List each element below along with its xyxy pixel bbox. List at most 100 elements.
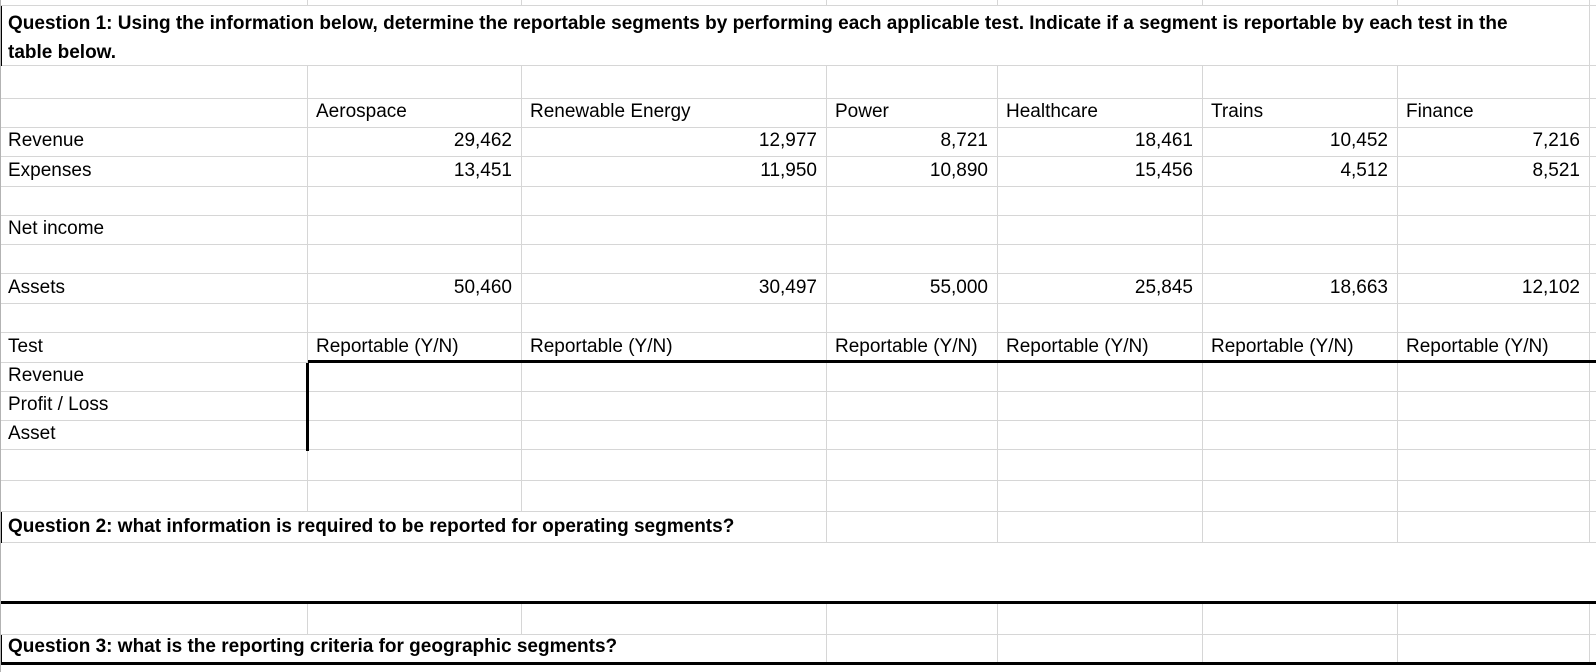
cell-blank [0,304,308,332]
question-2-answer-area[interactable] [0,543,1596,604]
cell-blank [522,245,827,273]
empty-row [0,481,1596,512]
question-2-answer-cell[interactable] [0,543,1596,601]
cell-blank [1590,245,1596,273]
cell-blank [1590,304,1596,332]
reportable-header-finance: Reportable (Y/N) [1398,333,1590,362]
cell-blank [1203,604,1398,634]
answer-cell-profit-loss-trains[interactable] [1203,392,1398,420]
question-2-row: Question 2: what information is required… [0,512,1596,543]
question-3-answer-cell[interactable] [0,665,1596,672]
answer-cell-asset-aerospace[interactable] [308,421,522,449]
expenses-trains: 4,512 [1203,157,1398,186]
cell-blank [998,0,1203,5]
reportable-header-trains: Reportable (Y/N) [1203,333,1398,362]
question-1-row: Question 1: Using the information below,… [0,6,1596,66]
revenue-renewable-energy: 12,977 [522,128,827,156]
answer-cell-profit-loss-aerospace[interactable] [308,392,522,420]
assets-power: 55,000 [827,274,998,303]
expenses-renewable-energy: 11,950 [522,157,827,186]
cell-blank [998,481,1203,511]
reportable-header-renewable-energy: Reportable (Y/N) [522,333,827,362]
expenses-healthcare: 15,456 [998,157,1203,186]
empty-row [0,245,1596,274]
net-income-power[interactable] [827,216,998,244]
cell-blank [998,450,1203,480]
cell-blank [308,604,522,634]
cell-blank [1203,481,1398,511]
segment-header-aerospace: Aerospace [308,99,522,127]
answer-cell-revenue-aerospace[interactable] [308,363,522,391]
revenue-row: Revenue 29,462 12,977 8,721 18,461 10,45… [0,128,1596,157]
net-income-trains[interactable] [1203,216,1398,244]
cell-blank [0,66,308,98]
cell-blank [1590,392,1596,420]
cell-blank [1398,450,1590,480]
answer-cell-revenue-finance[interactable] [1398,363,1590,391]
cell-blank [1590,157,1596,186]
segment-header-power: Power [827,99,998,127]
cell-blank [1203,304,1398,332]
net-income-aerospace[interactable] [308,216,522,244]
answer-cell-profit-loss-healthcare[interactable] [998,392,1203,420]
cell-blank [827,0,998,5]
empty-row [0,187,1596,216]
cell-blank [522,450,827,480]
cell-blank [998,604,1203,634]
reportable-header-aerospace: Reportable (Y/N) [308,333,522,362]
segment-header-trains: Trains [1203,99,1398,127]
expenses-row-label: Expenses [0,157,308,186]
revenue-trains: 10,452 [1203,128,1398,156]
answer-cell-revenue-healthcare[interactable] [998,363,1203,391]
answer-cell-asset-healthcare[interactable] [998,421,1203,449]
question-2-cell: Question 2: what information is required… [0,512,827,542]
segment-header-renewable-energy: Renewable Energy [522,99,827,127]
answer-cell-profit-loss-power[interactable] [827,392,998,420]
cell-blank [1590,274,1596,303]
test-asset-row: Asset [0,421,1596,450]
cell-blank [1203,635,1398,662]
question-2-left-border [0,512,2,543]
answer-cell-asset-trains[interactable] [1203,421,1398,449]
cell-blank [827,245,998,273]
answer-cell-profit-loss-renewable-energy[interactable] [522,392,827,420]
cell-blank [1590,99,1596,127]
answer-cell-revenue-trains[interactable] [1203,363,1398,391]
cell-blank [522,187,827,215]
question-1-cell: Question 1: Using the information below,… [0,6,1590,65]
reportable-header-healthcare: Reportable (Y/N) [998,333,1203,362]
answer-cell-asset-renewable-energy[interactable] [522,421,827,449]
net-income-renewable-energy[interactable] [522,216,827,244]
answer-cell-profit-loss-finance[interactable] [1398,392,1590,420]
cell-blank [998,512,1203,542]
answer-cell-revenue-power[interactable] [827,363,998,391]
cell-blank [0,0,308,5]
cell-blank [0,481,308,511]
answer-cell-asset-finance[interactable] [1398,421,1590,449]
cell-blank [308,66,522,98]
answer-cell-revenue-renewable-energy[interactable] [522,363,827,391]
cell-blank [0,604,308,634]
empty-row [0,304,1596,333]
assets-aerospace: 50,460 [308,274,522,303]
net-income-finance[interactable] [1398,216,1590,244]
cell-blank [522,604,827,634]
cell-blank [308,0,522,5]
cell-blank [827,187,998,215]
cell-blank [827,481,998,511]
expenses-power: 10,890 [827,157,998,186]
net-income-healthcare[interactable] [998,216,1203,244]
net-income-row-label: Net income [0,216,308,244]
cell-blank [1398,512,1590,542]
cell-blank [1398,66,1590,98]
answer-cell-asset-power[interactable] [827,421,998,449]
cell-sliver [1590,6,1596,65]
empty-row [0,450,1596,481]
cell-blank [1590,363,1596,391]
question-1-text-line2: table below. [8,42,117,63]
cell-blank [0,245,308,273]
question-3-answer-area[interactable] [0,665,1596,672]
cell-blank [827,635,998,662]
cell-blank [308,245,522,273]
